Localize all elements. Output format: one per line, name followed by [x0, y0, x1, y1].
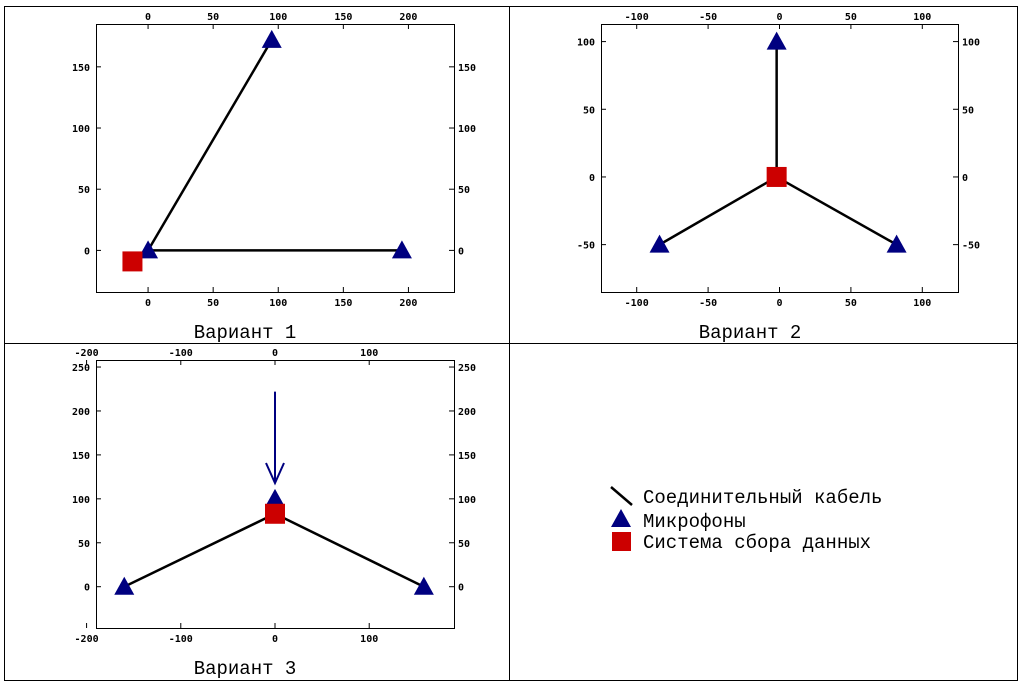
y-tick-label-right: 100 [962, 38, 980, 49]
y-tick-label-left: 250 [72, 363, 90, 374]
y-tick-label-left: 0 [589, 173, 595, 184]
y-tick-label-right: 50 [962, 105, 974, 116]
y-tick-label-left: 150 [72, 63, 90, 74]
x-tick-label-top: -50 [699, 12, 717, 23]
x-tick-label-bottom: 0 [272, 634, 278, 645]
cable-line [658, 175, 778, 246]
legend-microphones-label: Микрофоны [643, 511, 746, 533]
y-tick-label-right: 100 [458, 495, 476, 506]
legend: Соединительный кабель Микрофоны Система … [610, 486, 882, 554]
microphone-marker [413, 576, 434, 595]
x-tick-label-top: 0 [145, 12, 151, 23]
y-tick-label-right: 50 [458, 539, 470, 550]
y-tick-label-left: 100 [72, 495, 90, 506]
x-tick-label-bottom: 50 [845, 298, 857, 309]
x-tick-label-top: 100 [360, 348, 378, 359]
y-tick-label-left: 50 [583, 105, 595, 116]
microphone-marker [114, 576, 135, 595]
x-tick-label-bottom: 100 [360, 634, 378, 645]
x-tick-label-bottom: 100 [269, 298, 287, 309]
x-tick-label-bottom: 0 [145, 298, 151, 309]
caption-variant-1: Вариант 1 [194, 322, 297, 344]
x-tick-label-bottom: -100 [625, 298, 649, 309]
y-tick-label-right: 150 [458, 63, 476, 74]
microphone-marker [391, 240, 412, 259]
incoming-arrow-head [265, 462, 285, 486]
x-tick-label-top: -200 [75, 348, 99, 359]
x-tick-label-bottom: -50 [699, 298, 717, 309]
x-tick-label-bottom: -100 [169, 634, 193, 645]
x-tick-label-bottom: 0 [776, 298, 782, 309]
legend-daq-label: Система сбора данных [643, 532, 871, 554]
x-tick-label-top: -100 [625, 12, 649, 23]
x-tick-label-top: 0 [272, 348, 278, 359]
y-tick-label-left: 200 [72, 407, 90, 418]
x-tick-label-top: -100 [169, 348, 193, 359]
x-tick-label-bottom: 150 [334, 298, 352, 309]
x-tick-label-bottom: -200 [75, 634, 99, 645]
y-tick-label-right: 150 [458, 451, 476, 462]
y-tick-label-right: -50 [962, 241, 980, 252]
caption-variant-2: Вариант 2 [699, 322, 802, 344]
axes-frame [96, 24, 455, 293]
x-tick-label-top: 150 [334, 12, 352, 23]
x-tick-label-bottom: 50 [207, 298, 219, 309]
legend-cable-label: Соединительный кабель [643, 487, 882, 509]
microphone-marker [766, 31, 787, 50]
panel-variant-2: -100 -100 -50 -50 0 0 50 50 100 100 -50 -50 0 0 50 50 10… [577, 12, 980, 309]
y-tick-label-right: 0 [458, 583, 464, 594]
x-tick-label-top: 50 [207, 12, 219, 23]
panel-variant-1: 0 0 50 50 100 100 150 150 200 200 0 0 50 50 100 100 150 1… [72, 12, 476, 309]
microphone-marker [649, 234, 670, 253]
x-tick-label-bottom: 200 [399, 298, 417, 309]
microphone-marker [138, 240, 159, 259]
legend-microphone-symbol [611, 509, 631, 527]
microphone-marker [886, 234, 907, 253]
panel-variant-3: -200 -200 -100 -100 0 0 100 100 0 0 50 50 100 100 150 1… [72, 348, 476, 645]
y-tick-label-right: 50 [458, 185, 470, 196]
x-tick-label-top: 0 [776, 12, 782, 23]
daq-marker [265, 503, 285, 524]
daq-marker [766, 166, 787, 187]
y-tick-label-left: 50 [78, 539, 90, 550]
y-tick-label-left: 150 [72, 451, 90, 462]
legend-cable-symbol [610, 486, 633, 506]
x-tick-label-top: 100 [913, 12, 931, 23]
cable-line [146, 39, 273, 252]
y-tick-label-left: 100 [577, 38, 595, 49]
y-tick-label-left: 0 [84, 583, 90, 594]
y-tick-label-left: 0 [84, 246, 90, 257]
cable-line [776, 175, 898, 246]
y-tick-label-right: 0 [962, 173, 968, 184]
y-tick-label-left: -50 [577, 241, 595, 252]
y-tick-label-right: 200 [458, 407, 476, 418]
x-tick-label-top: 50 [845, 12, 857, 23]
y-tick-label-left: 50 [78, 185, 90, 196]
caption-variant-3: Вариант 3 [194, 658, 297, 680]
y-tick-label-left: 100 [72, 124, 90, 135]
y-tick-label-right: 250 [458, 363, 476, 374]
y-tick-label-right: 0 [458, 246, 464, 257]
microphone-marker [265, 488, 285, 507]
legend-daq-symbol [612, 532, 631, 551]
microphone-marker [261, 29, 282, 48]
cable-line [123, 512, 276, 588]
x-tick-label-bottom: 100 [913, 298, 931, 309]
x-tick-label-top: 200 [399, 12, 417, 23]
x-tick-label-top: 100 [269, 12, 287, 23]
daq-marker [122, 251, 143, 272]
cable-line [274, 512, 425, 588]
y-tick-label-right: 100 [458, 124, 476, 135]
